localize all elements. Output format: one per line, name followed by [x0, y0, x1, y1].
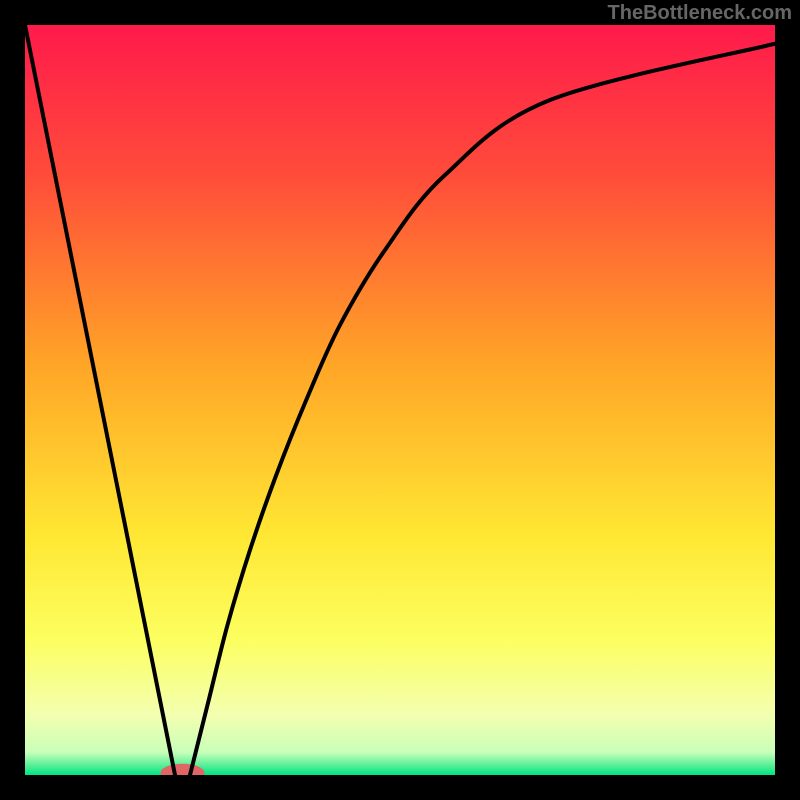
curve-right: [190, 44, 775, 775]
bottleneck-marker: [161, 764, 205, 775]
curve-left: [25, 25, 175, 775]
chart-canvas: TheBottleneck.com: [0, 0, 800, 800]
plot-area: [25, 25, 775, 775]
curve-layer: [25, 25, 775, 775]
watermark-text: TheBottleneck.com: [608, 2, 792, 25]
